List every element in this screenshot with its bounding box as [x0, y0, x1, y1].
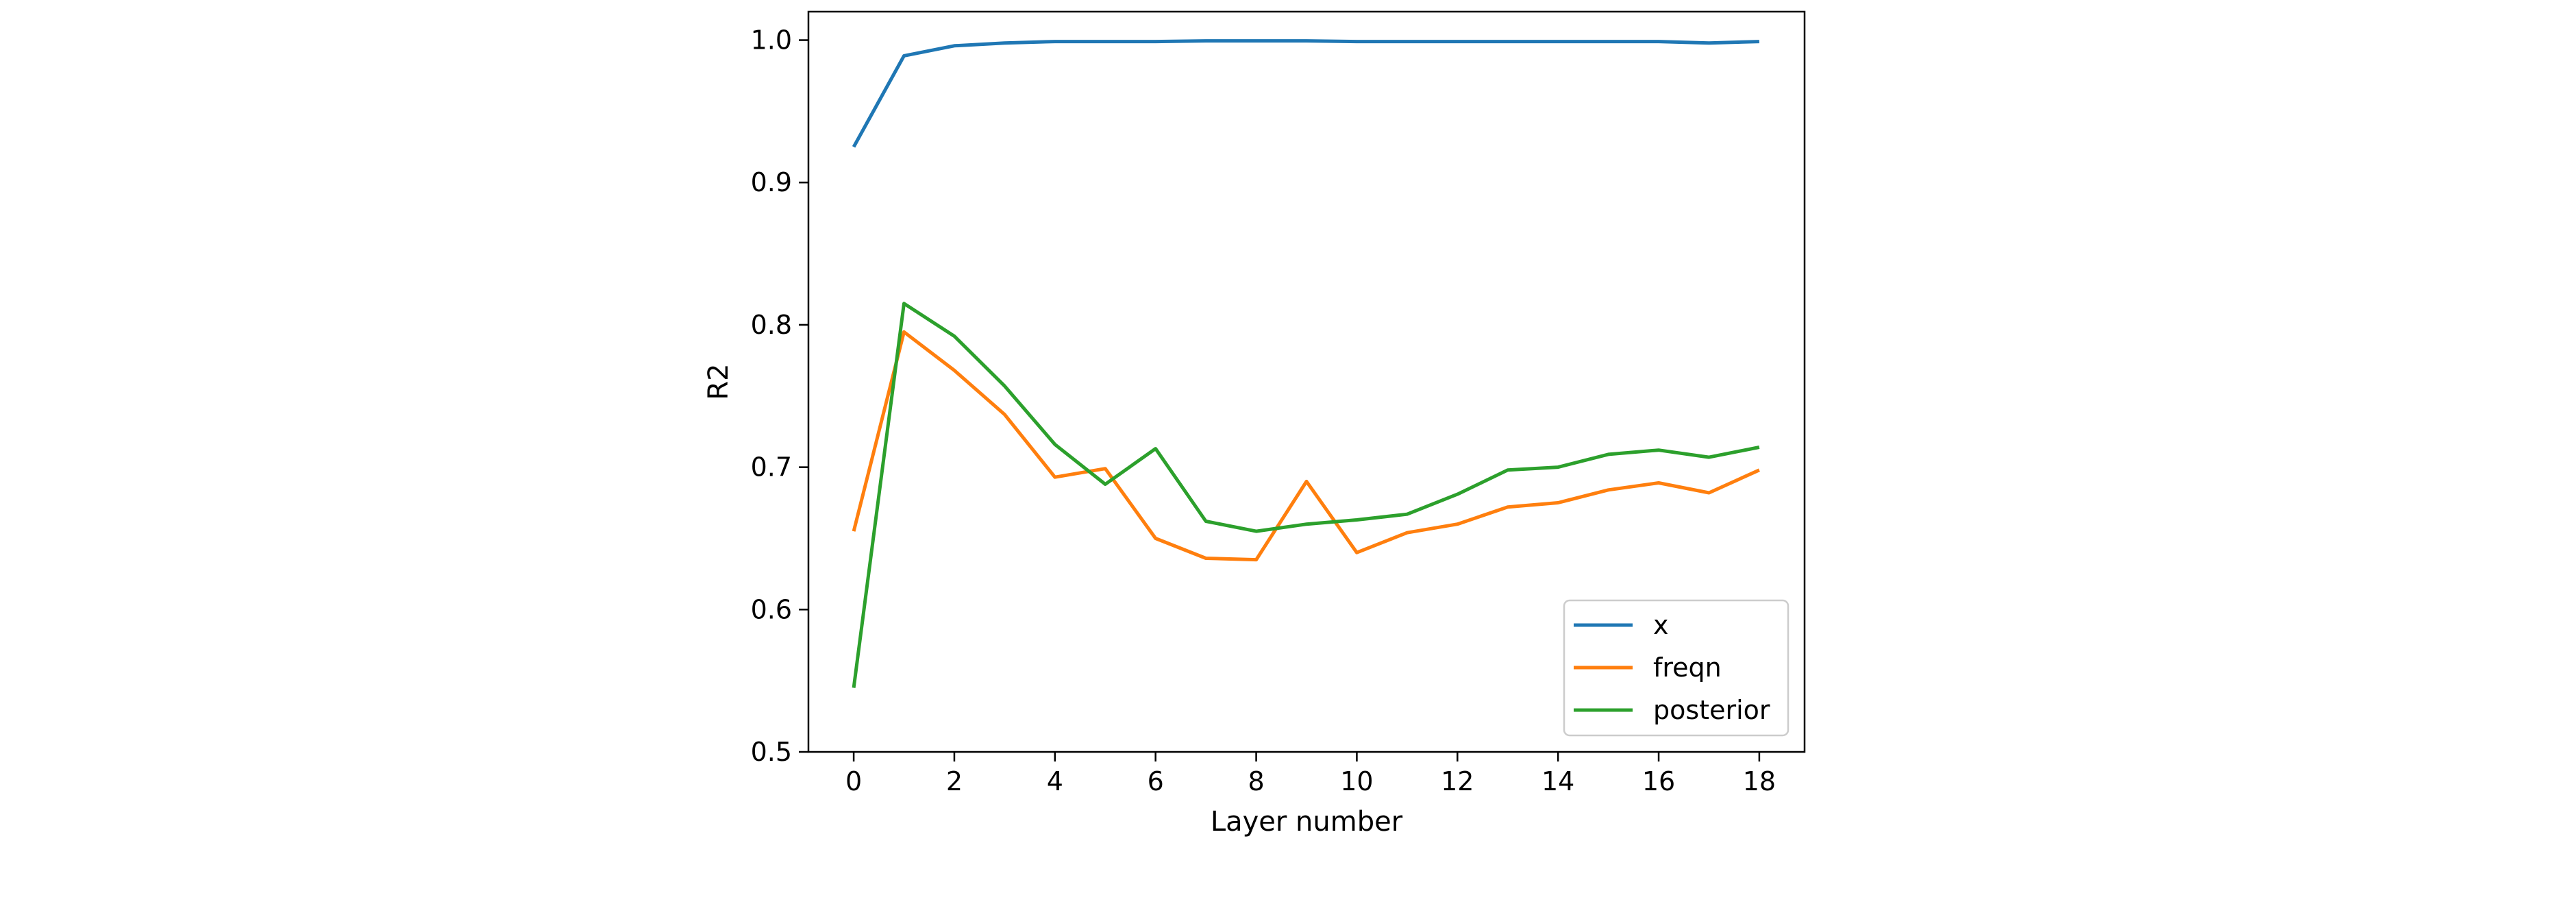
- series-line-x: [852, 39, 1759, 148]
- x-tick-label: 6: [1148, 766, 1164, 796]
- legend-label-posterior: posterior: [1653, 695, 1770, 725]
- x-tick-label: 18: [1743, 766, 1776, 796]
- x-tick-label: 8: [1248, 766, 1264, 796]
- series-line-posterior: [852, 302, 1760, 688]
- x-tick-label: 4: [1047, 766, 1063, 796]
- series-group: [852, 39, 1760, 688]
- series-line-freqn: [852, 330, 1760, 562]
- y-tick-label: 0.8: [751, 310, 792, 340]
- y-axis-label: R2: [703, 363, 734, 400]
- y-tick-label: 0.5: [751, 737, 792, 767]
- x-tick-label: 12: [1441, 766, 1474, 796]
- x-tick-label: 14: [1541, 766, 1574, 796]
- axes-frame: [807, 10, 1806, 753]
- y-tick-label: 0.6: [751, 594, 792, 624]
- legend-box: [1563, 599, 1789, 737]
- y-tick-label: 0.9: [751, 167, 792, 197]
- x-tick-label: 10: [1340, 766, 1373, 796]
- legend: x freqn posterior: [1563, 599, 1789, 737]
- axes-group: 0 2 4 6 8 10 12 14 16 18 0.5 0.6 0.7 0.8 0.9 1.0: [751, 10, 1806, 796]
- x-tick-label: 0: [845, 766, 862, 796]
- x-axis-label: Layer number: [1211, 806, 1403, 838]
- y-tick-label: 1.0: [751, 25, 792, 56]
- y-tick-label: 0.7: [751, 452, 792, 483]
- legend-label-freqn: freqn: [1653, 653, 1722, 683]
- x-tick-label: 16: [1642, 766, 1675, 796]
- x-tick-label: 2: [946, 766, 963, 796]
- legend-label-x: x: [1653, 610, 1669, 640]
